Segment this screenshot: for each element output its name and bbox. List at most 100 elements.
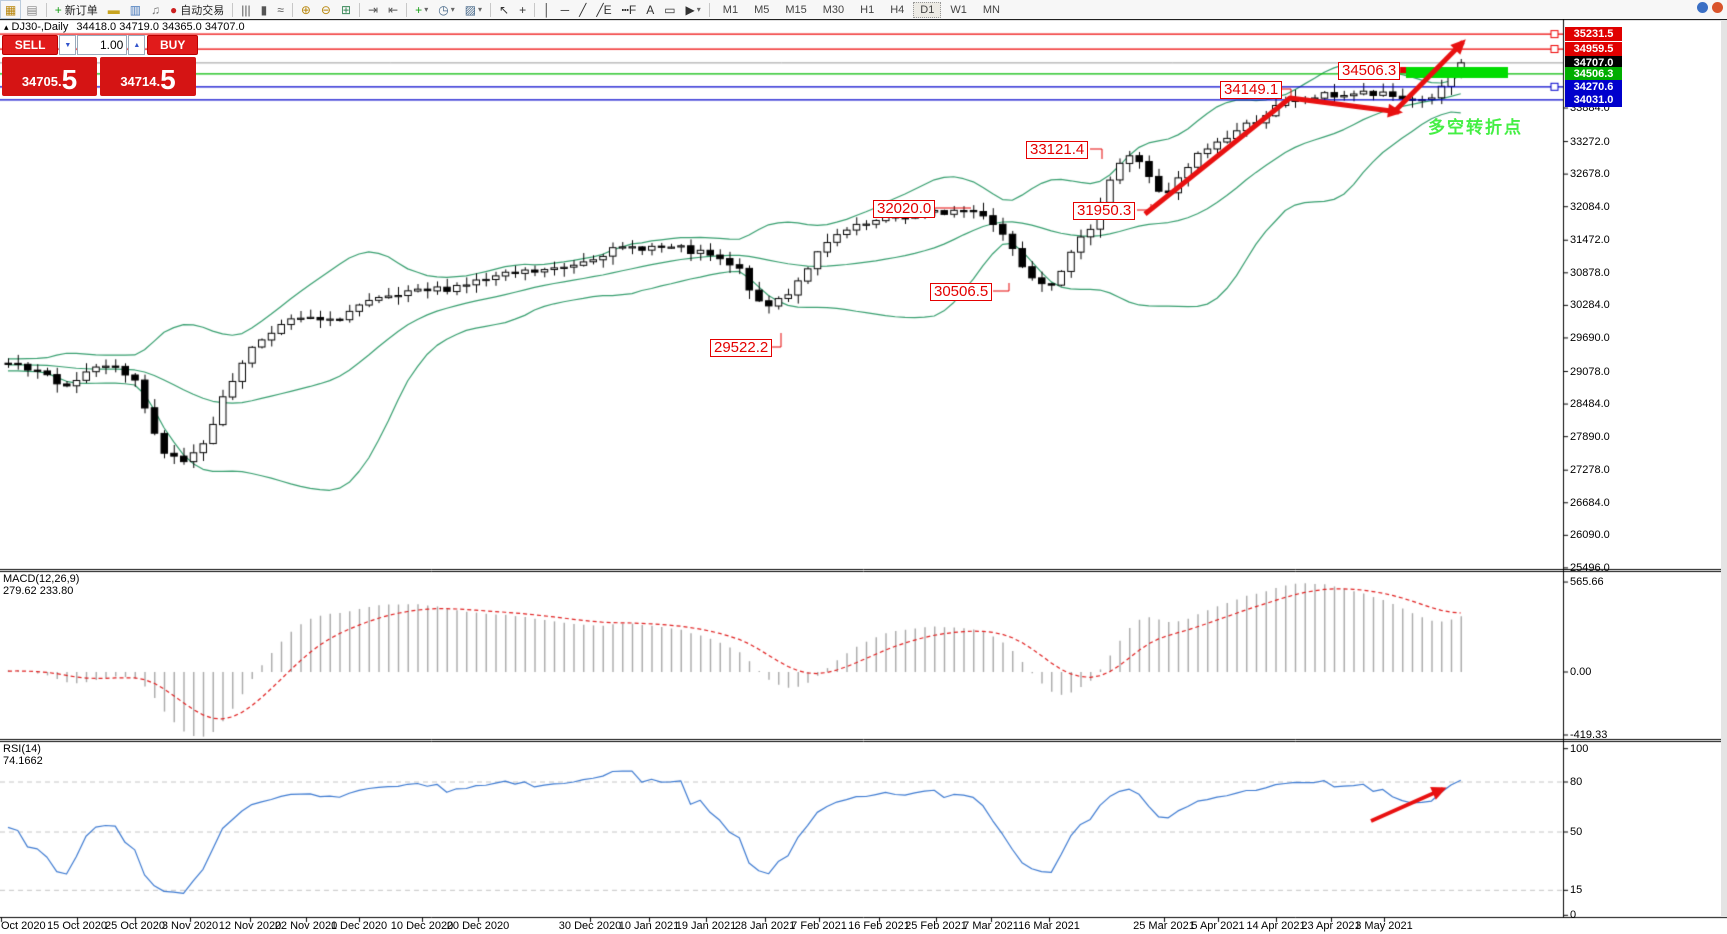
toolbar-separator (45, 2, 47, 17)
date-axis-label: 3 May 2021 (1355, 920, 1413, 932)
sell-price-button[interactable]: 34705. 5 (2, 57, 97, 96)
dropdown-arrow-icon: ▾ (424, 5, 429, 14)
date-axis-label: 3 Nov 2020 (161, 920, 219, 932)
rsi-axis-label: 50 (1570, 826, 1583, 838)
date-axis-label: 16 Mar 2021 (1018, 920, 1080, 932)
new-order-button[interactable]: + 新订单 (50, 0, 103, 19)
timeframe-m1[interactable]: M1 (722, 3, 739, 16)
new-order-button-label: 新订单 (64, 4, 98, 17)
volume-increase-button[interactable]: ▲ (128, 35, 146, 55)
channel-tool[interactable]: ╱E (591, 0, 616, 19)
auto-trading-button[interactable]: ● 自动交易 (165, 0, 229, 19)
buy-price-button[interactable]: 34714. 5 (100, 57, 196, 96)
templates-menu[interactable]: ▨ ▾ (460, 0, 487, 19)
timeframe-m15[interactable]: M15 (785, 3, 807, 16)
date-axis-label: Oct 2020 (1, 920, 46, 932)
periods-menu-icon: ◷ (438, 2, 449, 17)
tile-windows-icon[interactable]: ⊞ (336, 0, 356, 19)
trend-annotation-text[interactable]: 多空转折点 (1428, 118, 1523, 137)
macd-axis-label: 565.66 (1570, 576, 1604, 589)
collapse-panel-icon[interactable]: ▴ (4, 22, 9, 32)
price-line-label: 35231.5 (1565, 27, 1622, 42)
timeframe-d1[interactable]: D1 (913, 1, 942, 18)
candlestick-mode-icon[interactable]: ▮ (256, 0, 273, 19)
periods-menu[interactable]: ◷ ▾ (433, 0, 460, 19)
sell-button[interactable]: SELL (2, 35, 59, 55)
text-tool[interactable]: A (641, 0, 659, 19)
alerts-icon[interactable]: ♫ (146, 0, 165, 19)
price-axis-label: 31472.0 (1570, 234, 1610, 247)
price-callout[interactable]: 30506.5 (930, 283, 993, 301)
fibonacci-tool[interactable]: ┅F (617, 0, 642, 19)
timeframe-m30[interactable]: M30 (822, 3, 845, 16)
horizontal-line-tool[interactable]: ─ (556, 0, 575, 19)
chart-ohlc-values: 34418.0 34719.0 34365.0 34707.0 (76, 21, 245, 33)
price-callout[interactable]: 33121.4 (1026, 141, 1089, 159)
date-axis-label: 25 Feb 2021 (905, 920, 967, 932)
dropdown-arrow-icon: ▾ (696, 5, 701, 14)
date-axis-label: 20 Dec 2020 (446, 920, 510, 932)
timeframe-w1[interactable]: W1 (950, 3, 967, 16)
price-axis-label: 29690.0 (1570, 331, 1610, 344)
line-chart-mode-icon[interactable]: ≈ (272, 0, 289, 19)
price-callout[interactable]: 32020.0 (873, 200, 936, 218)
macd-indicator-label: MACD(12,26,9) 279.62 233.80 (3, 573, 80, 597)
price-axis-label: 28484.0 (1570, 398, 1610, 411)
chart-shift-icon[interactable]: ⇤ (383, 0, 403, 19)
label-tool[interactable]: ▭ (659, 0, 680, 19)
toolbar-separator (534, 2, 536, 17)
volume-decrease-button[interactable]: ▼ (59, 35, 77, 55)
timeframe-m5[interactable]: M5 (754, 3, 770, 16)
rsi-indicator-label: RSI(14) 74.1662 (3, 743, 43, 767)
price-axis-label: 27890.0 (1570, 430, 1610, 443)
connection-status-icon[interactable] (1697, 2, 1708, 13)
timeframe-mn[interactable]: MN (982, 3, 1000, 16)
one-click-trading-panel: SELL ▼ ▲ BUY 34705.5 34714.5 (2, 35, 198, 96)
price-line-label: 34506.3 (1565, 66, 1622, 81)
chart-profiles-icon[interactable]: ▤ (21, 0, 42, 19)
auto-scroll-icon-icon: ⇥ (368, 2, 379, 17)
timeframe-h4[interactable]: H4 (890, 3, 905, 16)
date-axis-label: 28 Jan 2021 (734, 920, 796, 932)
price-callout[interactable]: 34506.3 (1338, 62, 1401, 80)
text-tool-icon: A (646, 2, 655, 17)
price-callout[interactable]: 29522.2 (710, 339, 773, 357)
buy-button[interactable]: BUY (147, 35, 198, 55)
date-axis-label: 10 Dec 2020 (390, 920, 454, 932)
notification-icon[interactable] (1712, 2, 1723, 13)
crosshair-tool[interactable]: + (514, 0, 531, 19)
macd-axis-label: -419.33 (1570, 729, 1608, 741)
price-axis-label: 30284.0 (1570, 299, 1610, 312)
market-watch-icon[interactable]: ▬ (103, 0, 125, 19)
price-callout[interactable]: 34149.1 (1220, 81, 1283, 99)
volume-input[interactable] (77, 35, 128, 55)
price-axis-label: 30878.0 (1570, 266, 1610, 279)
date-axis-label: 7 Feb 2021 (791, 920, 847, 932)
date-axis-label: 25 Mar 2021 (1133, 920, 1195, 932)
sell-price-big-digit: 5 (61, 64, 78, 95)
data-window-icon[interactable]: ▥ (125, 0, 146, 19)
auto-scroll-icon[interactable]: ⇥ (363, 0, 383, 19)
arrows-tool[interactable]: ▶ ▾ (681, 0, 706, 19)
bar-chart-mode-icon[interactable]: ||| (236, 0, 255, 19)
new-chart-icon[interactable]: ▦ (0, 0, 22, 19)
price-line-label: 34031.0 (1565, 92, 1622, 107)
zoom-in-icon[interactable]: ⊕ (296, 0, 316, 19)
price-callout[interactable]: 31950.3 (1073, 202, 1136, 220)
price-axis-label: 33272.0 (1570, 135, 1610, 148)
zoom-out-icon[interactable]: ⊖ (316, 0, 336, 19)
vertical-line-tool[interactable]: │ (538, 0, 556, 19)
label-tool-icon: ▭ (664, 2, 676, 17)
date-axis-label: 25 Oct 2020 (105, 920, 165, 932)
price-axis-label: 26090.0 (1570, 529, 1610, 542)
timeframe-h1[interactable]: H1 (860, 3, 875, 16)
toolbar-separator (708, 2, 710, 17)
trendline-tool[interactable]: ╱ (574, 0, 591, 19)
new-chart-icon-icon: ▦ (5, 2, 17, 17)
date-axis-label: 19 Jan 2021 (675, 920, 737, 932)
candlestick-mode-icon-icon: ▮ (260, 2, 268, 17)
cursor-tool[interactable]: ↖ (494, 0, 514, 19)
toolbar-separator (232, 2, 234, 17)
indicators-menu[interactable]: + ▾ (410, 0, 433, 19)
